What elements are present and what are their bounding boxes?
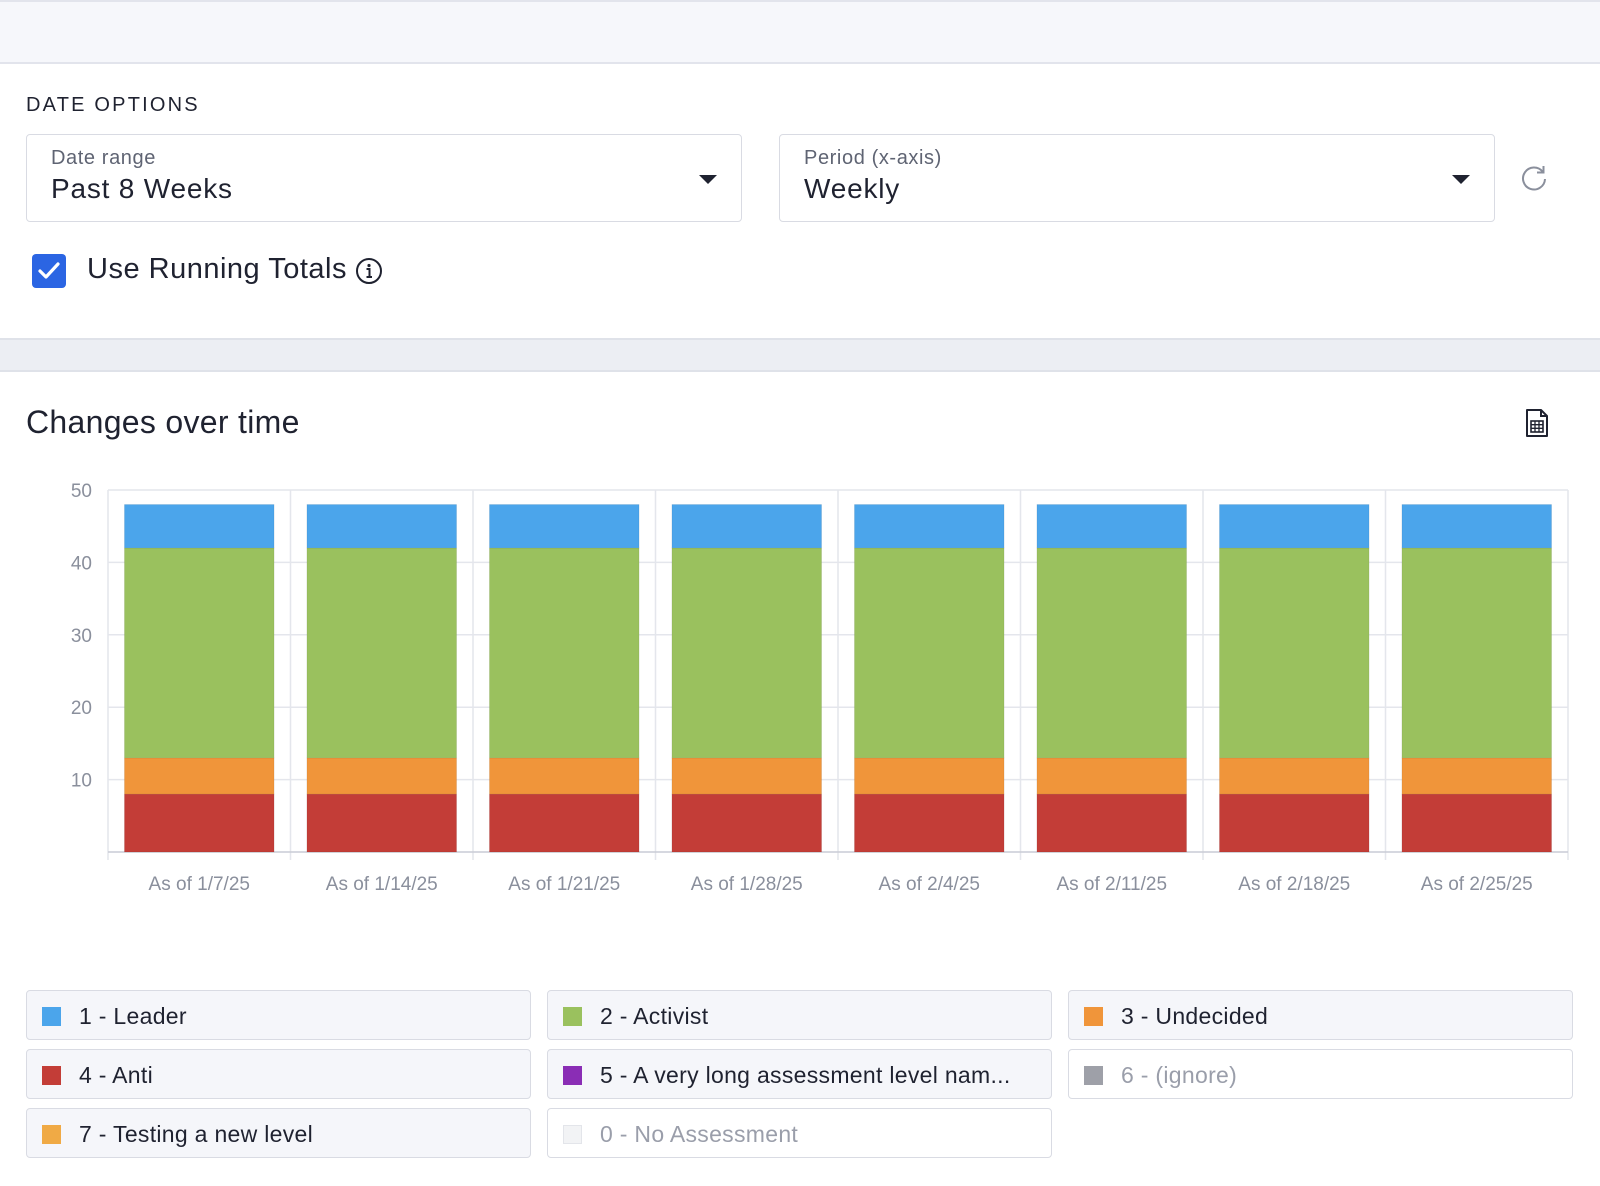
chevron-down-icon	[1452, 175, 1470, 184]
chart-title: Changes over time	[26, 404, 300, 440]
bar-segment-4-anti	[1036, 793, 1187, 853]
legend-label: 2 - Activist	[600, 1003, 709, 1029]
date-options-title: DATE OPTIONS	[26, 94, 200, 116]
legend-item[interactable]: 5 - A very long assessment level nam...	[547, 1049, 1052, 1099]
x-tick-label: As of 2/11/25	[1056, 874, 1167, 895]
y-tick-label: 50	[71, 481, 92, 502]
bar-segment-4-anti	[489, 793, 640, 853]
y-tick-label: 10	[71, 771, 92, 792]
bar-segment-2-activist	[489, 547, 640, 759]
x-tick-label: As of 2/18/25	[1238, 874, 1350, 895]
x-tick-label: As of 1/7/25	[149, 874, 250, 895]
bar-segment-4-anti	[306, 793, 457, 853]
bar-segment-3-undecided	[489, 757, 640, 795]
bar-segment-3-undecided	[1036, 757, 1187, 795]
bar-segment-2-activist	[124, 547, 275, 759]
x-tick-label: As of 1/28/25	[691, 874, 803, 895]
bar-segment-1-leader	[489, 504, 640, 549]
bar-segment-3-undecided	[1219, 757, 1370, 795]
section-divider-band	[0, 338, 1600, 372]
x-tick-label: As of 2/25/25	[1421, 874, 1533, 895]
spreadsheet-export-icon[interactable]	[1524, 408, 1550, 438]
running-totals-checkbox[interactable]	[32, 254, 66, 288]
refresh-icon[interactable]	[1518, 162, 1550, 194]
bar-segment-2-activist	[1219, 547, 1370, 759]
bar-segment-2-activist	[1401, 547, 1552, 759]
legend-swatch	[42, 1066, 61, 1085]
bar-segment-3-undecided	[1401, 757, 1552, 795]
date-range-label: Date range	[51, 147, 156, 169]
chevron-down-icon	[699, 175, 717, 184]
bar-segment-1-leader	[671, 504, 822, 549]
bar-segment-2-activist	[671, 547, 822, 759]
bar-segment-4-anti	[1219, 793, 1370, 853]
bar-segment-4-anti	[854, 793, 1005, 853]
bar-segment-1-leader	[1401, 504, 1552, 549]
legend-swatch	[1084, 1007, 1103, 1026]
chart-legend: 1 - Leader 2 - Activist 3 - Undecided 4 - A…	[26, 990, 1573, 1158]
legend-swatch	[563, 1066, 582, 1085]
bar-segment-1-leader	[1219, 504, 1370, 549]
legend-item[interactable]: 7 - Testing a new level	[26, 1108, 531, 1158]
bar-segment-4-anti	[124, 793, 275, 853]
x-tick-label: As of 1/14/25	[326, 874, 438, 895]
date-options-panel: DATE OPTIONS Date range Past 8 Weeks Per…	[0, 64, 1600, 338]
x-tick-label: As of 2/4/25	[879, 874, 980, 895]
bar-segment-3-undecided	[671, 757, 822, 795]
bar-segment-1-leader	[124, 504, 275, 549]
legend-swatch	[563, 1125, 582, 1144]
bar-segment-2-activist	[854, 547, 1005, 759]
period-value: Weekly	[804, 173, 901, 204]
bar-segment-2-activist	[1036, 547, 1187, 759]
bar-segment-3-undecided	[854, 757, 1005, 795]
bar-segment-4-anti	[1401, 793, 1552, 853]
y-tick-label: 30	[71, 626, 92, 647]
bar-segment-2-activist	[306, 547, 457, 759]
legend-swatch	[42, 1125, 61, 1144]
legend-swatch	[42, 1007, 61, 1026]
running-totals-label[interactable]: Use Running Totals	[87, 253, 347, 285]
legend-label: 3 - Undecided	[1121, 1003, 1269, 1029]
bar-segment-4-anti	[671, 793, 822, 853]
legend-label: 4 - Anti	[79, 1062, 153, 1088]
legend-item[interactable]: 6 - (ignore)	[1068, 1049, 1573, 1099]
legend-item[interactable]: 2 - Activist	[547, 990, 1052, 1040]
bar-segment-1-leader	[854, 504, 1005, 549]
legend-label: 0 - No Assessment	[600, 1121, 799, 1147]
date-range-value: Past 8 Weeks	[51, 173, 233, 204]
legend-item[interactable]: 0 - No Assessment	[547, 1108, 1052, 1158]
period-label: Period (x-axis)	[804, 147, 942, 169]
stacked-bar-chart: 10 20 30 40 50 As of 1/7/25 As of 1/14/25 As of…	[71, 481, 1569, 895]
y-tick-label: 40	[71, 553, 92, 574]
legend-swatch	[1084, 1066, 1103, 1085]
legend-label: 1 - Leader	[79, 1003, 187, 1029]
y-tick-label: 20	[71, 698, 92, 719]
x-tick-label: As of 1/21/25	[508, 874, 620, 895]
legend-label: 5 - A very long assessment level nam...	[600, 1062, 1011, 1088]
legend-label: 7 - Testing a new level	[79, 1121, 314, 1147]
bar-segment-3-undecided	[306, 757, 457, 795]
date-range-select[interactable]: Date range Past 8 Weeks	[26, 134, 742, 222]
period-select[interactable]: Period (x-axis) Weekly	[779, 134, 1495, 222]
info-icon[interactable]	[355, 257, 383, 285]
bar-segment-1-leader	[306, 504, 457, 549]
legend-item[interactable]: 1 - Leader	[26, 990, 531, 1040]
legend-swatch	[563, 1007, 582, 1026]
bar-segment-3-undecided	[124, 757, 275, 795]
legend-item[interactable]: 4 - Anti	[26, 1049, 531, 1099]
top-toolbar-band	[0, 0, 1600, 64]
legend-item[interactable]: 3 - Undecided	[1068, 990, 1573, 1040]
bar-segment-1-leader	[1036, 504, 1187, 549]
legend-label: 6 - (ignore)	[1121, 1062, 1238, 1088]
